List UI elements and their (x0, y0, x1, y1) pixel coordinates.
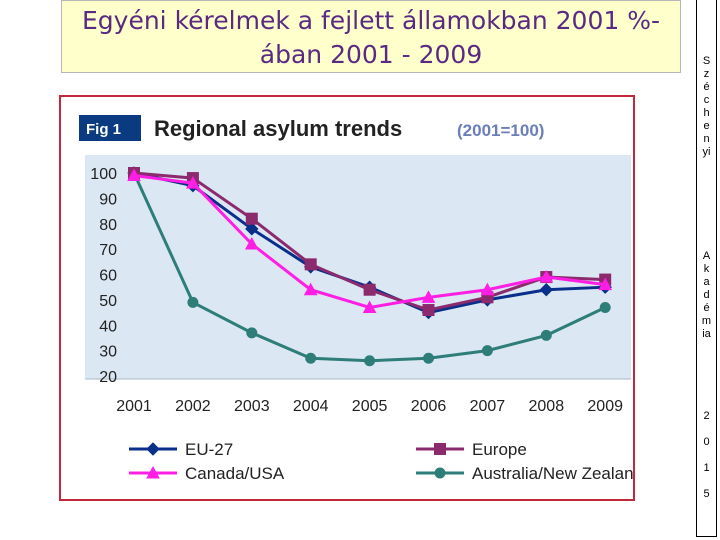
series-layer (127, 166, 613, 367)
data-point (422, 304, 435, 317)
data-point (362, 300, 377, 313)
x-tick-label: 2009 (587, 398, 623, 415)
legend-item: Europe (416, 440, 527, 459)
side-caption-2-char: m (701, 315, 712, 327)
slide-title: Egyéni kérelmek a fejlett államokban 200… (61, 0, 681, 73)
side-caption-1-char: é (703, 81, 710, 93)
legend-swatch-marker (146, 465, 160, 479)
side-caption-3-char: 5 (703, 488, 710, 500)
line-chart: Fig 1 Regional asylum trends (2001=100) … (79, 115, 633, 483)
data-point (363, 283, 376, 296)
data-point (305, 352, 317, 364)
side-caption-2-char: A (702, 250, 711, 262)
x-tick-label: 2004 (293, 398, 329, 415)
data-point (598, 277, 613, 291)
data-point (540, 329, 552, 341)
x-tick-label: 2003 (234, 398, 270, 415)
data-point (599, 301, 611, 313)
series-canada-usa (127, 168, 613, 313)
y-tick-label: 60 (99, 268, 117, 285)
x-tick-label: 2008 (529, 398, 565, 415)
data-point (127, 168, 141, 182)
x-tick-label: 2001 (116, 398, 152, 415)
slide-title-line-2: ában 2001 - 2009 (259, 40, 483, 69)
legend-label: EU-27 (185, 440, 233, 459)
side-caption-2-char: d (703, 289, 710, 301)
data-point (244, 237, 259, 250)
side-caption-3-char: 2 (703, 410, 710, 422)
y-tick-label: 40 (99, 318, 117, 335)
data-point (539, 283, 554, 297)
legend-label: Europe (472, 440, 527, 459)
data-point (245, 212, 258, 225)
data-point (481, 345, 493, 357)
chart-subtitle: (2001=100) (457, 121, 544, 140)
y-tick-label: 100 (90, 166, 117, 183)
legend-label: Canada/USA (185, 464, 285, 483)
data-point (246, 327, 258, 339)
slide-title-line-1: Egyéni kérelmek a fejlett államokban 200… (81, 6, 660, 35)
x-axis-ticks: 2001 2002 2003 2004 2005 2006 2007 2008 2009 (116, 398, 623, 415)
y-axis-ticks: 100 90 80 70 60 50 40 30 20 (90, 166, 117, 386)
legend-item: Australia/New Zealand (416, 464, 633, 483)
side-caption-1-char: e (703, 120, 710, 132)
side-caption-3-char: 1 (703, 462, 710, 474)
legend: EU-27 Europe Canada/USA Australia/New Zeala… (129, 440, 633, 483)
side-caption-1-char: yi (702, 146, 711, 158)
data-point (480, 282, 495, 296)
data-point (186, 176, 200, 189)
side-caption-2-char: a (703, 276, 710, 288)
chart-title: Regional asylum trends (154, 116, 402, 141)
data-point (539, 269, 554, 283)
side-caption-1-char: z (703, 68, 710, 80)
side-caption-1-char: h (703, 107, 710, 119)
data-point (423, 352, 434, 364)
plot-area (85, 155, 631, 379)
side-caption-1-char: S (702, 55, 711, 67)
legend-swatch-marker (434, 443, 446, 455)
x-tick-label: 2002 (175, 398, 211, 415)
legend-label: Australia/New Zealand (472, 464, 633, 483)
y-tick-label: 50 (99, 293, 117, 310)
legend-swatch-marker (146, 442, 160, 456)
data-point (304, 258, 317, 271)
x-tick-label: 2006 (411, 398, 447, 415)
side-caption-1-char: n (703, 133, 710, 145)
fig-label-badge (79, 115, 141, 141)
y-tick-label: 20 (99, 369, 117, 386)
x-tick-label: 2007 (470, 398, 506, 415)
data-point (187, 296, 199, 308)
legend-item: EU-27 (129, 440, 233, 459)
data-point (245, 222, 259, 236)
side-caption-1-char: c (703, 94, 710, 106)
legend-item: Canada/USA (129, 464, 285, 483)
y-tick-label: 80 (99, 217, 117, 234)
y-tick-label: 70 (99, 242, 117, 259)
data-point (364, 355, 376, 367)
side-caption-2-char: ia (702, 328, 711, 340)
legend-swatch-marker (434, 467, 446, 479)
side-caption-3-char: 0 (703, 436, 710, 448)
y-tick-label: 90 (99, 191, 117, 208)
fig-label: Fig 1 (86, 121, 121, 138)
side-caption-2-char: é (703, 302, 710, 314)
x-tick-label: 2005 (352, 398, 388, 415)
y-tick-label: 30 (99, 344, 117, 361)
data-point (421, 290, 436, 303)
side-caption-2-char: k (703, 263, 710, 275)
data-point (303, 282, 318, 296)
figure-frame: Fig 1 Regional asylum trends (2001=100) … (59, 95, 635, 501)
